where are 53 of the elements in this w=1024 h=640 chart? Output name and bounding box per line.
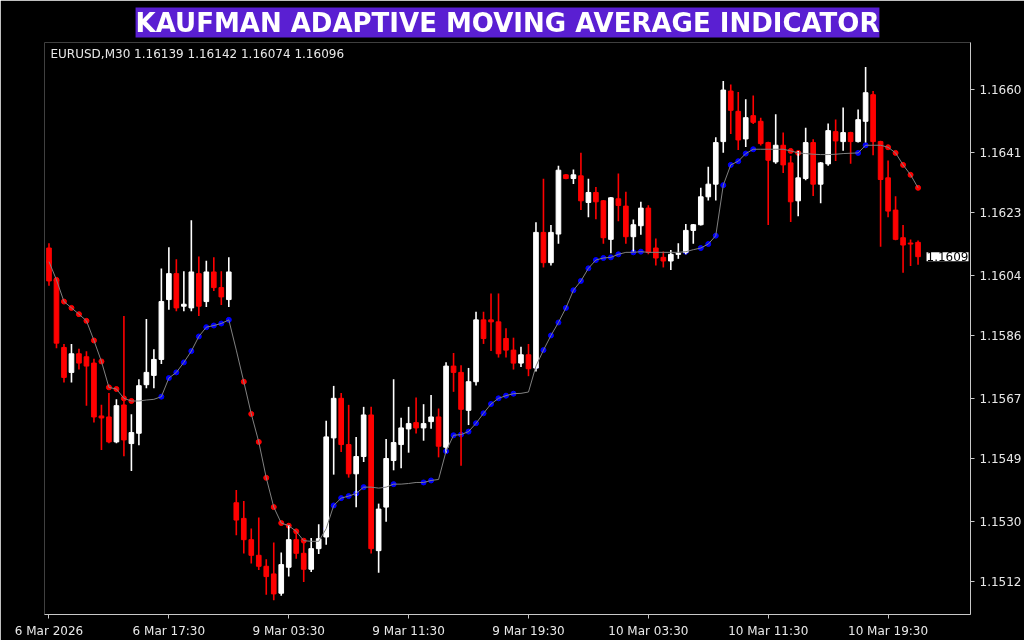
candlestick (308, 537, 315, 573)
y-tick-label: 1.1512 (979, 574, 1022, 589)
y-tick-label: 1.1567 (979, 391, 1022, 406)
candlestick (480, 311, 487, 344)
x-tick-label: 9 Mar 11:30 (372, 623, 445, 638)
candlestick (68, 344, 75, 383)
candlestick (405, 406, 412, 453)
y-tick-label: 1.1604 (979, 268, 1022, 283)
candlestick (293, 531, 300, 559)
x-tick-label: 10 Mar 11:30 (728, 623, 809, 638)
candlestick (615, 173, 622, 222)
candlestick (503, 328, 509, 358)
candlestick (488, 293, 494, 351)
candlestick (420, 404, 427, 441)
candlestick (270, 542, 277, 601)
y-tick-label: 1.1623 (979, 205, 1022, 220)
candlestick (413, 397, 419, 434)
candlestick (518, 346, 524, 367)
candlestick (233, 489, 240, 536)
x-tick-label: 6 Mar 17:30 (132, 623, 206, 638)
candlestick (840, 107, 846, 151)
candlestick (705, 166, 712, 201)
candlestick (668, 249, 674, 271)
x-tick-label: 9 Mar 19:30 (492, 623, 565, 638)
x-tick-label: 10 Mar 03:30 (608, 623, 689, 638)
text: 1.1609 (926, 250, 969, 265)
candlestick (525, 344, 532, 377)
candlestick (510, 337, 517, 370)
candlestick (780, 132, 787, 173)
candlestick (832, 119, 839, 162)
candlestick (143, 319, 150, 389)
y-tick-label: 1.1530 (979, 514, 1022, 529)
candlestick (315, 524, 322, 555)
x-tick-label: 10 Mar 19:30 (848, 623, 929, 638)
x-tick-label: 9 Mar 03:30 (252, 623, 325, 638)
candlestick (855, 109, 861, 143)
y-tick-label: 1.1549 (979, 451, 1022, 466)
y-tick-label: 1.1660 (979, 82, 1022, 97)
candlestick (847, 131, 854, 164)
candlestick (727, 84, 734, 135)
chart-subtitle: EURUSD,M30 1.16139 1.16142 1.16074 1.16096 (50, 46, 345, 61)
candlestick (772, 114, 779, 164)
candlestick (450, 352, 457, 392)
candlestick (428, 394, 434, 429)
candlestick (128, 414, 135, 471)
y-tick-label: 1.1586 (979, 328, 1022, 343)
chart-title: KAUFMAN ADAPTIVE MOVING AVERAGE INDICATOR (135, 7, 880, 38)
candlestick (742, 99, 749, 148)
candlestick (750, 95, 757, 125)
x-tick-label: 6 Mar 2026 (14, 623, 84, 638)
y-tick-label: 1.1641 (979, 145, 1022, 160)
candlestick (585, 178, 592, 218)
candlestick (638, 201, 644, 235)
